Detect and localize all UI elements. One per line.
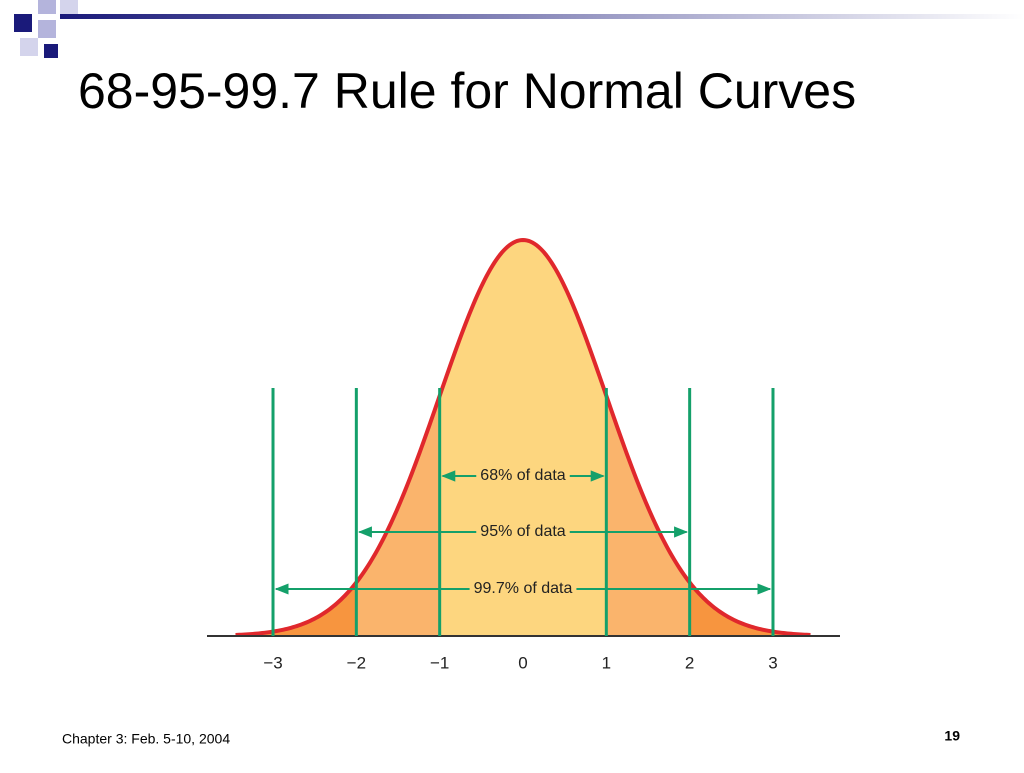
x-tick-label: 1 <box>602 653 611 672</box>
normal-curve <box>235 237 811 637</box>
footer-chapter: Chapter 3: Feb. 5-10, 2004 <box>62 731 230 747</box>
x-tick-label: 3 <box>768 653 777 672</box>
page-number: 19 <box>944 728 960 744</box>
range-label: 68% of data <box>480 467 566 484</box>
x-tick-label: 0 <box>518 653 527 672</box>
x-tick-label: −3 <box>263 653 282 672</box>
normal-curve-figure: −3 −2 −1 0 1 2 3 99.7% of data 95% of data 68% of… <box>207 237 840 672</box>
slide-decoration <box>14 0 1024 58</box>
range-label: 95% of data <box>480 523 566 540</box>
x-tick-label: −1 <box>430 653 449 672</box>
range-label: 99.7% of data <box>474 580 573 597</box>
x-tick-label: 2 <box>685 653 694 672</box>
x-tick-label: −2 <box>347 653 366 672</box>
slide-title: 68-95-99.7 Rule for Normal Curves <box>78 63 856 119</box>
shaded-region <box>439 240 607 636</box>
